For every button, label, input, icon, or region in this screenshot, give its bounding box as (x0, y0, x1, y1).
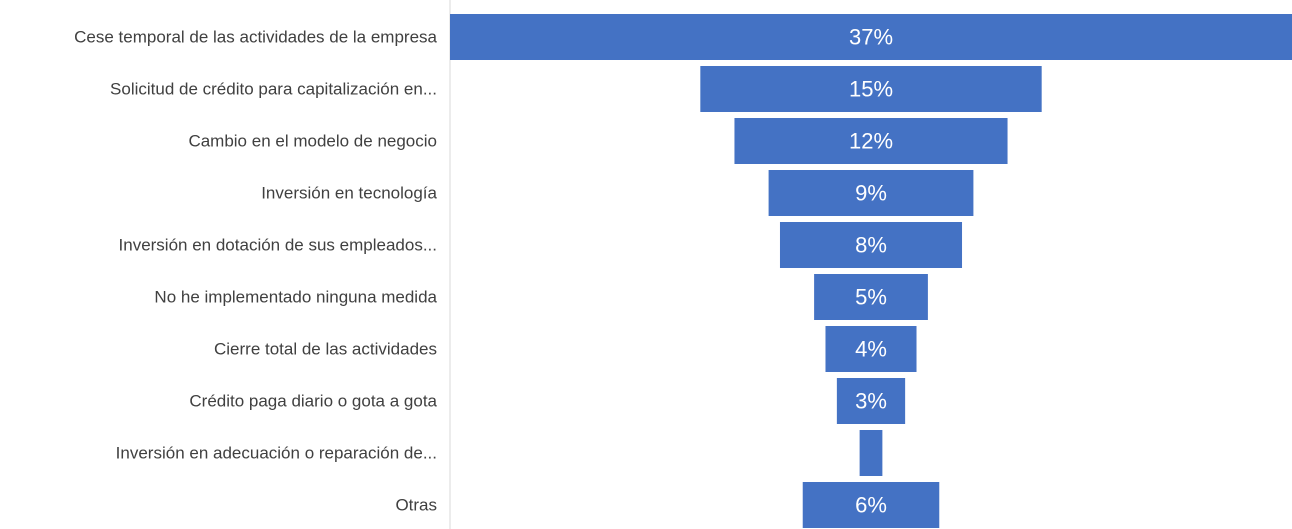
data-label: 8% (855, 233, 887, 258)
category-label: No he implementado ninguna medida (154, 288, 437, 307)
data-label: 15% (849, 77, 893, 102)
funnel-bar (700, 66, 1042, 112)
data-label: 4% (855, 337, 887, 362)
funnel-bar (779, 222, 963, 268)
funnel-bar (836, 378, 906, 424)
category-label: Cierre total de las actividades (214, 340, 437, 359)
category-label: Otras (395, 496, 437, 515)
funnel-bar (450, 14, 1292, 60)
funnel-bar (768, 170, 974, 216)
category-label: Inversión en adecuación o reparación de.… (116, 444, 437, 463)
category-label: Cese temporal de las actividades de la e… (74, 28, 437, 47)
data-label: 9% (855, 181, 887, 206)
category-label: Crédito paga diario o gota a gota (189, 392, 437, 411)
category-label: Inversión en tecnología (261, 184, 437, 203)
funnel-bar (814, 274, 928, 320)
funnel-bar (734, 118, 1008, 164)
category-label: Solicitud de crédito para capitalización… (110, 80, 437, 99)
data-label: 5% (855, 285, 887, 310)
data-label: 37% (849, 25, 893, 50)
data-label: 12% (849, 129, 893, 154)
funnel-bar (802, 482, 940, 528)
funnel-bar (825, 326, 917, 372)
funnel-bar (859, 430, 883, 476)
data-label: 3% (855, 389, 887, 414)
category-label: Inversión en dotación de sus empleados..… (119, 236, 437, 255)
category-label: Cambio en el modelo de negocio (188, 132, 437, 151)
data-label: 6% (855, 493, 887, 518)
